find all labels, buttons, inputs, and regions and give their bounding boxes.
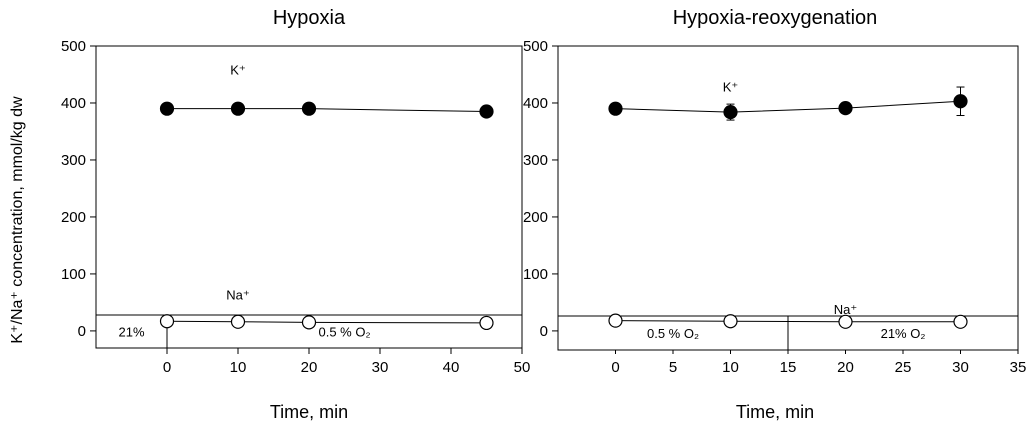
k-data-point bbox=[608, 101, 623, 116]
k-data-point bbox=[159, 101, 175, 116]
k-label: K⁺ bbox=[723, 80, 739, 95]
na-label: Na⁺ bbox=[226, 288, 249, 303]
y-axis-label: K⁺/Na⁺ concentration, mmol/kg dw bbox=[9, 96, 26, 344]
k-data-point bbox=[301, 101, 317, 116]
na-data-point bbox=[230, 314, 246, 329]
condition-label: 21% O₂ bbox=[881, 326, 926, 341]
x-tick-label: 15 bbox=[780, 359, 797, 376]
x-tick-label: 20 bbox=[837, 359, 854, 376]
series-line bbox=[167, 108, 487, 113]
na-data-point bbox=[953, 314, 968, 329]
k-data-point bbox=[953, 94, 968, 109]
y-tick-label: 500 bbox=[523, 38, 548, 55]
x-tick-label: 50 bbox=[514, 359, 531, 376]
x-tick-label: 35 bbox=[1010, 359, 1027, 376]
x-axis-label: Time, min bbox=[270, 402, 348, 422]
condition-label: 0.5 % O₂ bbox=[318, 325, 370, 340]
na-data-point bbox=[159, 314, 175, 329]
x-tick-label: 10 bbox=[722, 359, 739, 376]
k-label: K⁺ bbox=[230, 62, 246, 77]
na-data-point bbox=[479, 315, 494, 331]
y-tick-label: 200 bbox=[61, 209, 86, 226]
x-tick-label: 0 bbox=[611, 359, 619, 376]
x-tick-label: 10 bbox=[230, 359, 247, 376]
x-tick-label: 30 bbox=[952, 359, 969, 376]
panel-hypoxia: Hypoxia 0 100 200 300 400 500 0 10 20 30 40 50 Time, … bbox=[61, 7, 530, 422]
na-label: Na⁺ bbox=[834, 302, 857, 317]
x-tick-label: 5 bbox=[669, 359, 677, 376]
k-data-point bbox=[230, 101, 246, 116]
y-tick-label: 400 bbox=[61, 95, 86, 112]
chart-title: Hypoxia-reoxygenation bbox=[673, 7, 878, 29]
series-line bbox=[615, 100, 961, 113]
x-tick-label: 25 bbox=[895, 359, 912, 376]
na-data-point bbox=[723, 314, 738, 329]
plot-frame bbox=[95, 45, 523, 349]
series-line bbox=[615, 320, 961, 323]
y-tick-label: 200 bbox=[523, 209, 548, 226]
condition-label: 0.5 % O₂ bbox=[647, 326, 699, 341]
na-data-point bbox=[838, 314, 853, 329]
condition-label: 21% bbox=[118, 325, 144, 340]
y-tick-label: 500 bbox=[61, 38, 86, 55]
y-tick-label: 400 bbox=[523, 95, 548, 112]
y-tick-label: 100 bbox=[523, 266, 548, 283]
chart-title: Hypoxia bbox=[273, 7, 346, 29]
y-tick-label: 300 bbox=[61, 152, 86, 169]
k-data-point bbox=[479, 104, 494, 119]
series-line bbox=[166, 320, 487, 324]
na-data-point bbox=[608, 313, 623, 328]
x-tick-label: 40 bbox=[443, 359, 460, 376]
x-tick-label: 30 bbox=[372, 359, 389, 376]
x-tick-label: 20 bbox=[301, 359, 318, 376]
y-tick-label: 0 bbox=[540, 323, 548, 340]
y-tick-label: 300 bbox=[523, 152, 548, 169]
y-tick-label: 100 bbox=[61, 266, 86, 283]
x-tick-label: 0 bbox=[163, 359, 171, 376]
y-tick-label: 0 bbox=[78, 323, 86, 340]
k-data-point bbox=[838, 101, 853, 116]
condition-box bbox=[95, 314, 168, 349]
k-data-point bbox=[723, 104, 738, 120]
plot-frame bbox=[557, 45, 1019, 349]
panel-hypoxia-reoxygenation: Hypoxia-reoxygenation 0 100 200 300 400 500 0 5 1… bbox=[523, 7, 1026, 422]
condition-box bbox=[166, 314, 523, 349]
na-data-point bbox=[301, 315, 317, 330]
x-axis-label: Time, min bbox=[736, 402, 814, 422]
